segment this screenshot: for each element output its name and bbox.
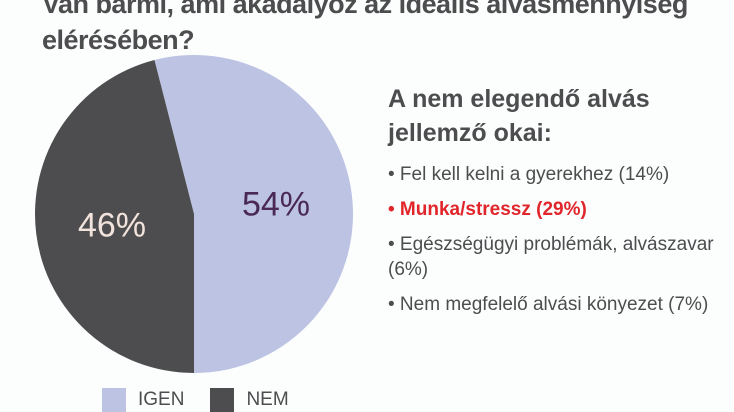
pie-slice-igen: [154, 55, 353, 373]
reasons-panel: A nem elegendő alvás jellemző okai: • Fe…: [388, 82, 728, 327]
legend-label: IGEN: [138, 389, 185, 410]
reasons-title: A nem elegendő alvás jellemző okai:: [388, 85, 650, 147]
reason-item: • Egészségügyi problémák, alvászavar (6%…: [388, 234, 714, 280]
pie-label-igen: 54%: [242, 186, 310, 224]
legend-swatch-nem: [210, 388, 235, 412]
reason-item-highlighted: • Munka/stressz (29%): [388, 199, 587, 220]
legend-label: NEM: [246, 389, 289, 410]
legend-swatch-igen: [102, 388, 126, 412]
reason-item: • Fel kell kelni a gyerekhez (14%): [388, 164, 670, 185]
pie-slice-nem: [34, 59, 195, 374]
reason-item: • Nem megfelelő alvási könyezet (7%): [388, 294, 709, 315]
pie-label-nem: 46%: [78, 206, 146, 244]
legend-item-nem: NEM: [210, 388, 289, 412]
legend: IGEN NEM: [102, 388, 315, 412]
chart-title: Van bármi, ami akadályoz az ideális alvá…: [42, 0, 688, 55]
legend-item-igen: IGEN: [102, 388, 184, 412]
